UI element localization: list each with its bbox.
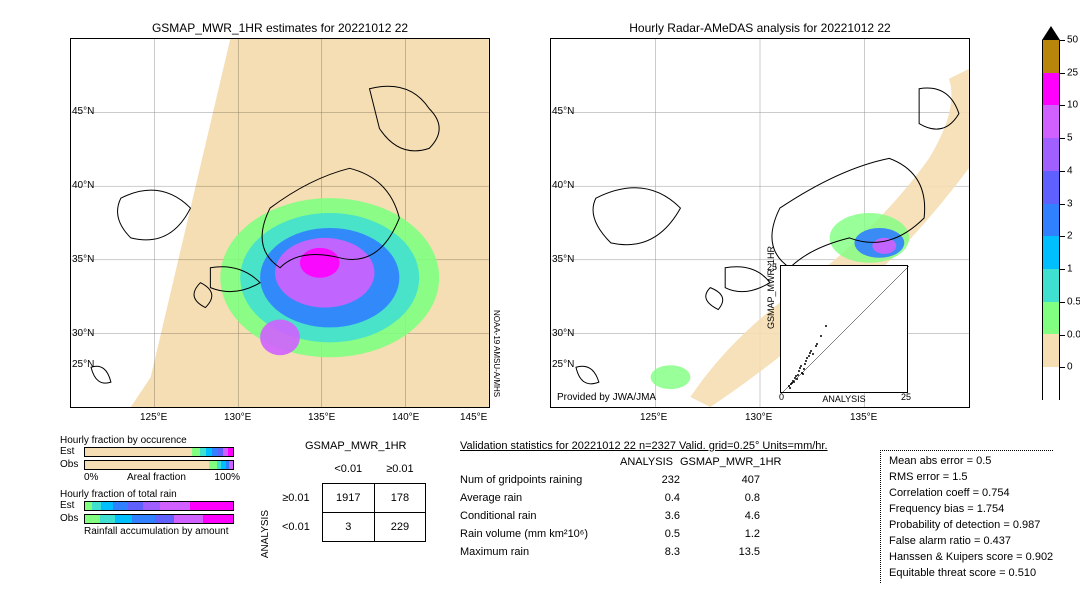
colorbar-tick-0.5: 0.5 [1067,296,1080,307]
cont-c11: 229 [374,513,425,542]
right-map-title: Hourly Radar-AMeDAS analysis for 2022101… [551,21,969,35]
right-lat-25: 25°N [552,359,574,370]
bar-occ-min: 0% [84,472,98,483]
colorbar-tick-1: 1 [1067,264,1073,275]
stats-right-line: Correlation coeff = 0.754 [889,487,1053,499]
cont-c10: 3 [322,513,374,542]
stats-block: Validation statistics for 20221012 22 n=… [460,440,828,558]
provided-label: Provided by JWA/JMA [557,392,656,403]
bar-occ-est-lbl: Est [60,446,84,457]
stats-label: Num of gridpoints raining [460,474,620,486]
stats-val-b: 0.8 [680,492,760,504]
stats-right-line: Equitable threat score = 0.510 [889,567,1053,579]
stats-right: Mean abs error = 0.5 RMS error = 1.5 Corre… [880,450,1053,583]
left-lon-145: 145°E [460,412,487,423]
left-map: GSMAP_MWR_1HR estimates for 20221012 22 … [70,38,490,408]
sat-label: NOAA-19 AMSU-A/MHS [492,310,501,397]
contingency-table: <0.01≥0.01 ≥0.011917178 <0.013229 [270,455,426,542]
colorbar-arrow [1042,26,1060,40]
scatter-tick-0: 0 [779,392,784,402]
stats-val-a: 0.4 [620,492,680,504]
right-lat-30: 30°N [552,328,574,339]
colorbar: 502510543210.50.010 [1042,40,1060,400]
stats-right-line: Frequency bias = 1.754 [889,503,1053,515]
left-lat-45: 45°N [72,106,94,117]
right-lat-40: 40°N [552,180,574,191]
bar-occ-title: Hourly fraction by occurence [60,435,240,446]
colorbar-tick-0: 0 [1067,362,1073,373]
stats-right-line: Mean abs error = 0.5 [889,455,1053,467]
bar-rain-est-lbl: Est [60,500,84,511]
left-lon-135: 135°E [308,412,335,423]
right-lon-125: 125°E [640,412,667,423]
stats-val-b: 1.2 [680,528,760,540]
cont-ch1: ≥0.01 [374,455,425,484]
right-lon-130: 130°E [745,412,772,423]
stats-colh0: ANALYSIS [620,456,680,468]
scatter-tick-25x: 25 [901,392,911,402]
bar-occ-max: 100% [214,472,240,483]
left-lon-140: 140°E [392,412,419,423]
left-lat-35: 35°N [72,254,94,265]
colorbar-tick-4: 4 [1067,165,1073,176]
cont-ch0: <0.01 [322,455,374,484]
stats-label: Maximum rain [460,546,620,558]
stats-right-line: Hanssen & Kuipers score = 0.902 [889,551,1053,563]
colorbar-tick-25: 25 [1067,67,1078,78]
bar-rain-obs [84,514,234,524]
left-lat-25: 25°N [72,359,94,370]
stats-val-b: 4.6 [680,510,760,522]
bar-rain-footer: Rainfall accumulation by amount [84,526,240,537]
stats-title: Validation statistics for 20221012 22 n=… [460,440,828,452]
right-lon-135: 135°E [850,412,877,423]
colorbar-tick-10: 10 [1067,100,1078,111]
colorbar-tick-2: 2 [1067,231,1073,242]
stats-colh1: GSMAP_MWR_1HR [680,456,780,468]
bar-rain-title: Hourly fraction of total rain [60,489,240,500]
stats-val-a: 0.5 [620,528,680,540]
colorbar-tick-0.01: 0.01 [1067,329,1080,340]
stats-label: Average rain [460,492,620,504]
right-lat-35: 35°N [552,254,574,265]
cont-rh0: ≥0.01 [270,484,322,513]
stats-val-a: 232 [620,474,680,486]
stats-label: Conditional rain [460,510,620,522]
stats-label: Rain volume (mm km²10⁶) [460,528,620,540]
left-lon-125: 125°E [140,412,167,423]
bar-rain-est [84,501,234,511]
stats-val-a: 3.6 [620,510,680,522]
right-lat-45: 45°N [552,106,574,117]
bar-occ-obs-lbl: Obs [60,459,84,470]
cont-c00: 1917 [322,484,374,513]
cont-rh1: <0.01 [270,513,322,542]
cont-c01: 178 [374,484,425,513]
bar-rain-obs-lbl: Obs [60,513,84,524]
scatter-tick-25y: 25 [767,262,777,272]
bar-occ-obs [84,460,234,470]
bar-occ-est [84,447,234,457]
left-map-title: GSMAP_MWR_1HR estimates for 20221012 22 [71,21,489,35]
stats-right-line: Probability of detection = 0.987 [889,519,1053,531]
colorbar-tick-50: 50 [1067,35,1078,46]
left-lon-130: 130°E [224,412,251,423]
scatter-inset: ANALYSIS GSMAP_MWR_1HR 0 25 25 [780,265,908,393]
bar-occurrence: Hourly fraction by occurence Est Obs 0% … [60,435,240,537]
cont-col-title: GSMAP_MWR_1HR [305,440,406,452]
colorbar-tick-3: 3 [1067,198,1073,209]
stats-val-a: 8.3 [620,546,680,558]
left-map-svg [71,39,489,407]
scatter-ylabel: GSMAP_MWR_1HR [766,246,776,329]
stats-right-line: False alarm ratio = 0.437 [889,535,1053,547]
bar-occ-axis: Areal fraction [127,472,186,483]
stats-val-b: 407 [680,474,760,486]
stats-right-line: RMS error = 1.5 [889,471,1053,483]
left-lat-40: 40°N [72,180,94,191]
left-lat-30: 30°N [72,328,94,339]
stats-val-b: 13.5 [680,546,760,558]
colorbar-tick-5: 5 [1067,133,1073,144]
scatter-xlabel: ANALYSIS [822,394,865,404]
